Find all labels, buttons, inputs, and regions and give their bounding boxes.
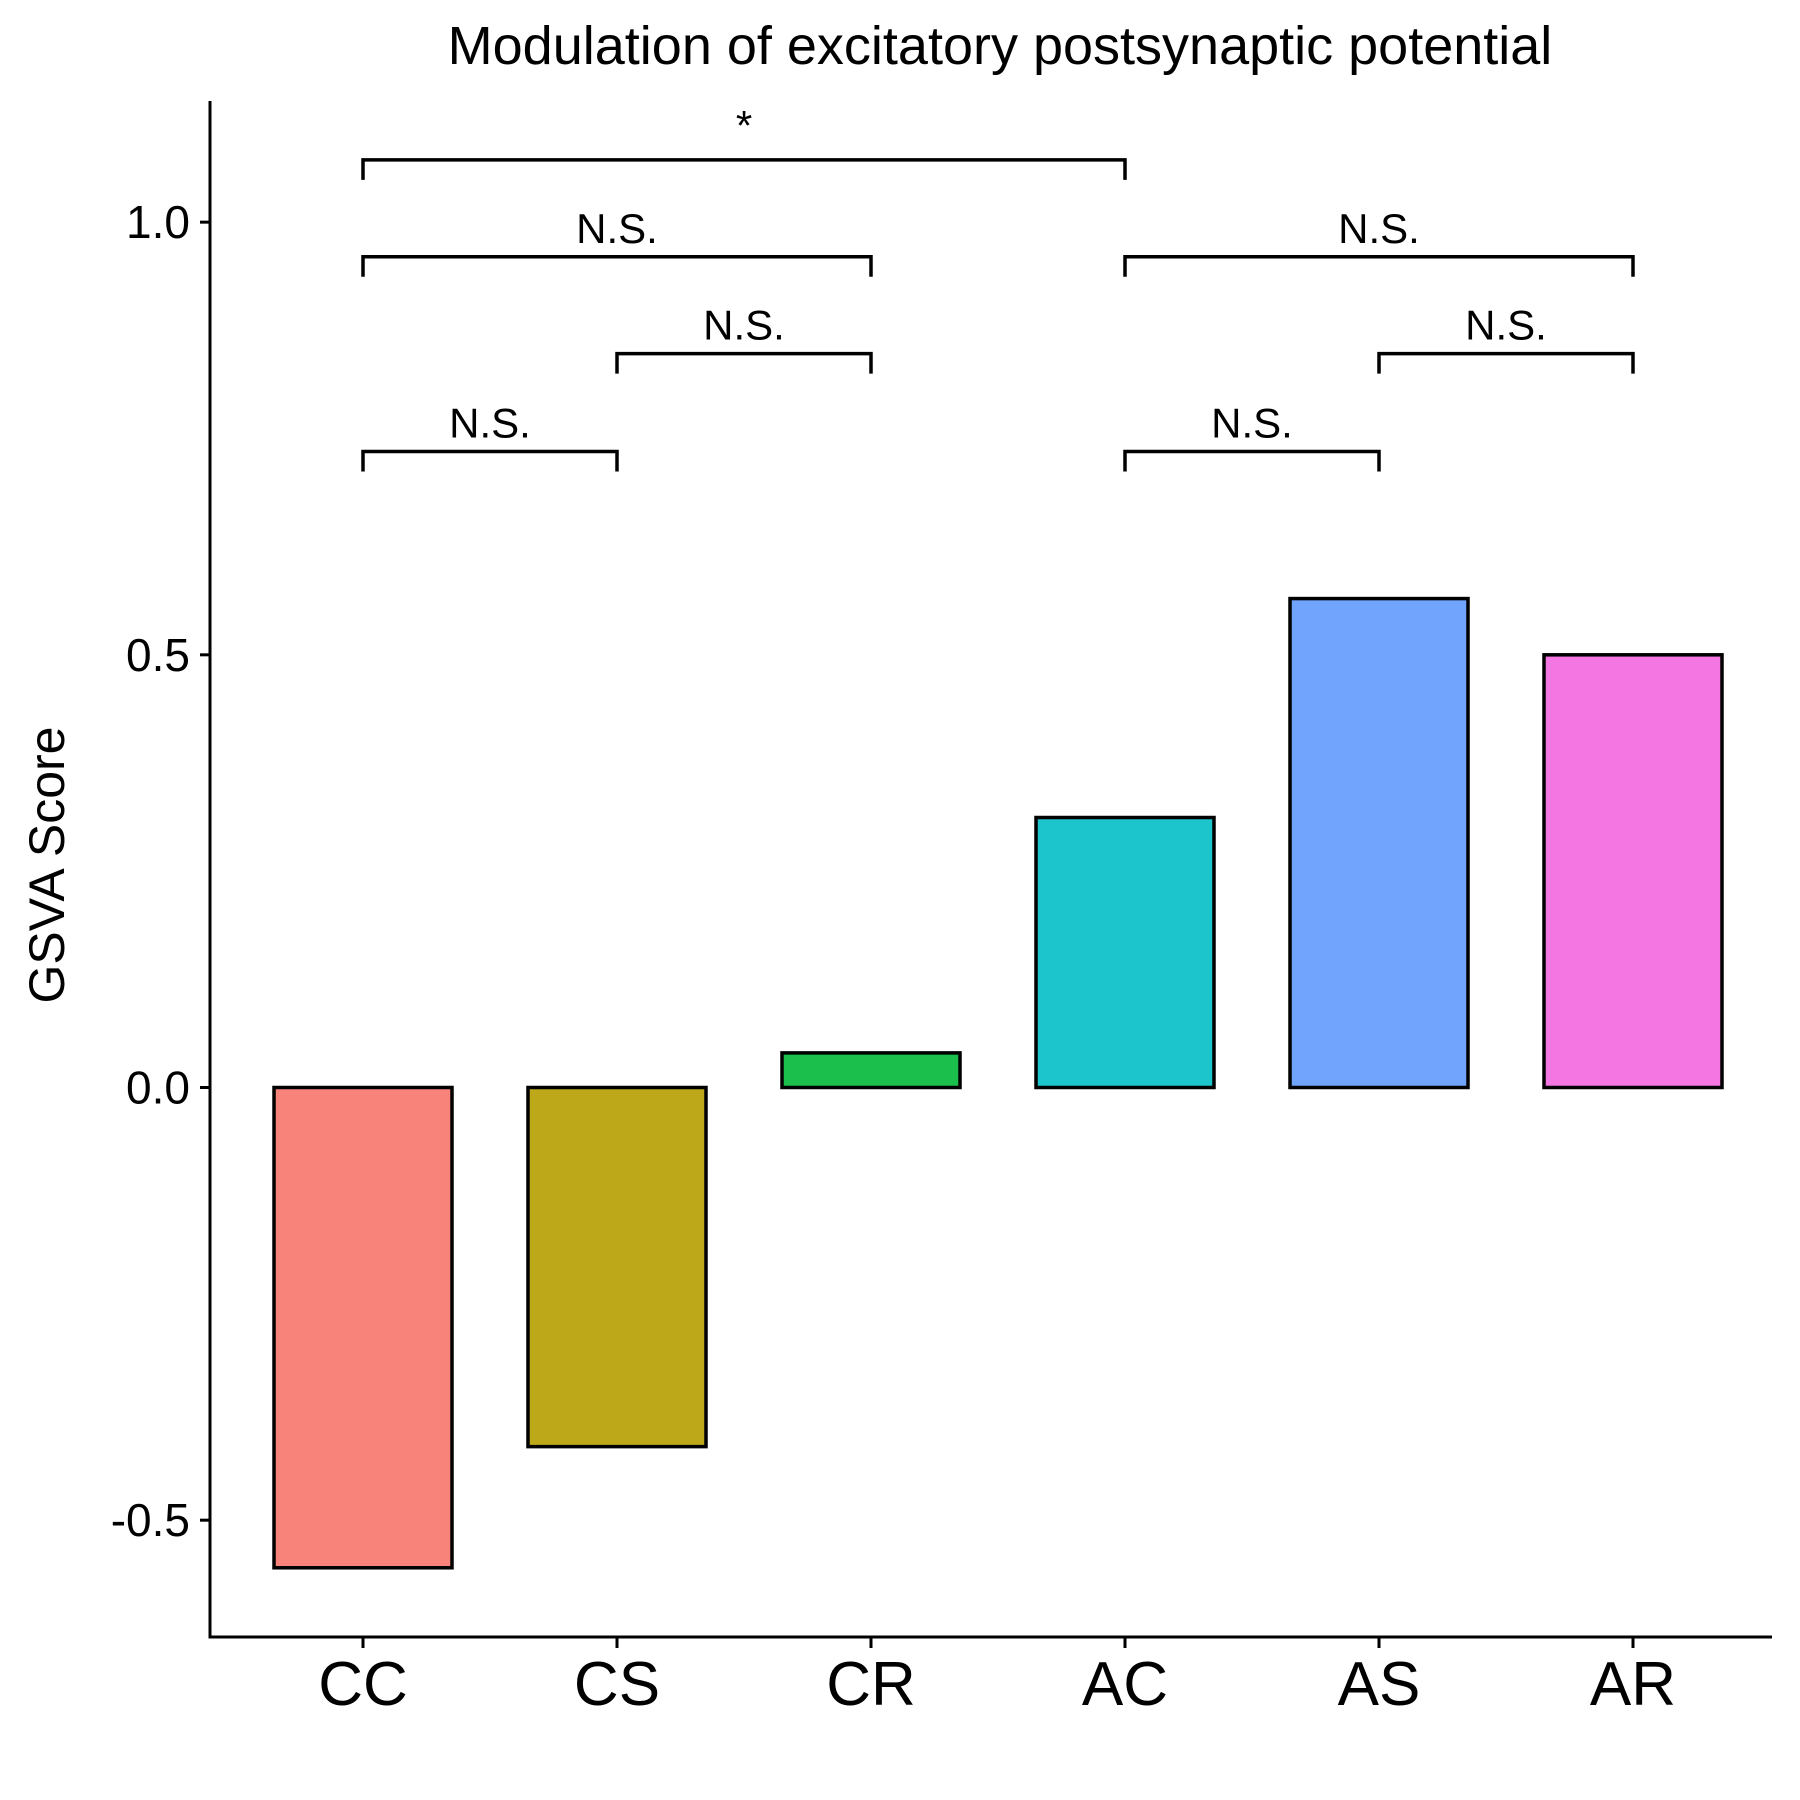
significance-bracket-ac-as xyxy=(1123,449,1381,472)
bar-cs xyxy=(526,1085,708,1449)
x-tick-label-as: AS xyxy=(1338,1650,1421,1719)
bar-ac xyxy=(1034,815,1216,1090)
y-tick-label: -0.5 xyxy=(111,1494,190,1546)
bar-cr xyxy=(780,1051,962,1090)
y-axis-title: GSVA Score xyxy=(19,727,75,1004)
significance-bracket-as-ar xyxy=(1377,351,1635,374)
x-tick-label-cr: CR xyxy=(826,1650,916,1719)
x-tick-label-cs: CS xyxy=(574,1650,660,1719)
significance-label-ac-ar: N.S. xyxy=(1338,205,1420,252)
bar-ar xyxy=(1542,653,1724,1090)
chart-title: Modulation of excitatory postsynaptic po… xyxy=(448,16,1553,76)
significance-bracket-cc-cr xyxy=(361,255,873,277)
significance-bracket-cs-cr xyxy=(615,351,873,374)
significance-bracket-cc-cs xyxy=(361,449,619,472)
x-tick-label-ar: AR xyxy=(1590,1650,1676,1719)
significance-label-cc-ac: * xyxy=(736,102,752,149)
significance-label-as-ar: N.S. xyxy=(1465,302,1547,349)
y-tick-label: 0.0 xyxy=(126,1062,190,1114)
x-tick-label-ac: AC xyxy=(1082,1650,1168,1719)
x-axis-ticks: CC CS CR AC AS AR xyxy=(318,1637,1676,1719)
y-tick-label: 1.0 xyxy=(126,196,190,248)
bar-as xyxy=(1288,596,1470,1090)
significance-label-cc-cs: N.S. xyxy=(449,399,531,446)
x-tick-label-cc: CC xyxy=(318,1650,408,1719)
significance-bracket-ac-ar xyxy=(1123,255,1635,277)
y-tick-label: 0.5 xyxy=(126,629,190,681)
bar-cc xyxy=(272,1085,454,1570)
significance-label-cc-cr: N.S. xyxy=(576,205,658,252)
significance-bracket-cc-ac xyxy=(361,158,1127,180)
significance-label-cs-cr: N.S. xyxy=(703,302,785,349)
significance-brackets: N.S. N.S. N.S. * N.S. N.S. N.S. xyxy=(361,102,1635,472)
y-axis-ticks: -0.5 0.0 0.5 1.0 xyxy=(111,196,210,1546)
bars-group xyxy=(272,596,1724,1570)
significance-label-ac-as: N.S. xyxy=(1211,399,1293,446)
